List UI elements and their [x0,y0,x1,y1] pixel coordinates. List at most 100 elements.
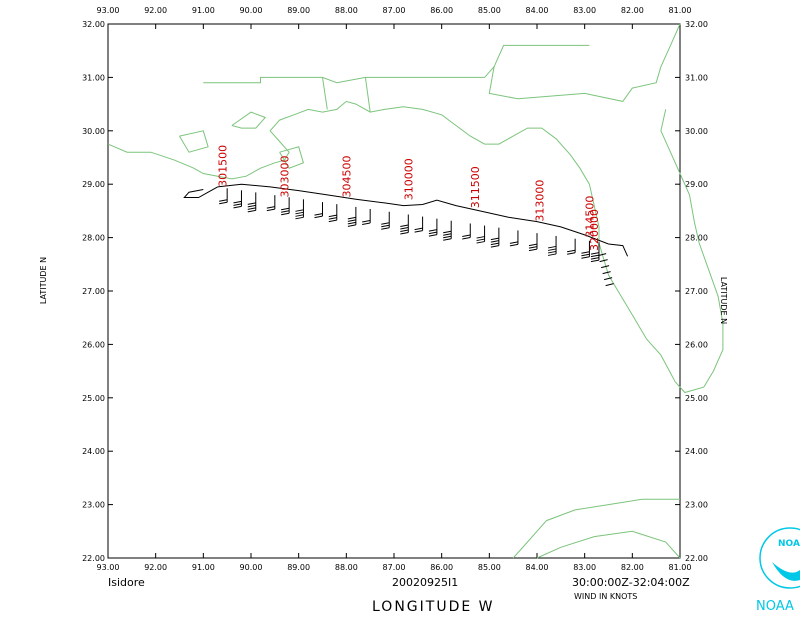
barb-flag [281,210,290,213]
map-frame [107,23,681,559]
barb-flag [581,256,590,259]
x-tick-label-bottom: 85.00 [478,563,501,572]
barb-flag [381,222,390,225]
barb-flag [247,202,256,205]
y-tick-label-left: 30.00 [82,127,105,136]
time-label: 320000 [588,209,601,251]
x-tick-label-top: 90.00 [240,6,263,15]
barb-flag [400,224,409,228]
noaa-logo-icon: NOAA [759,527,800,589]
barb-flag [233,205,242,209]
barb-flag [295,211,304,215]
x-axis-title: LONGITUDE W [372,599,495,615]
barb-flag [443,233,452,236]
coastline [107,23,724,559]
barb-flag [476,236,485,239]
y-tick-label-left: 29.00 [82,180,105,189]
barb-flag [328,217,337,220]
lake-line [231,111,267,129]
y-tick-label-left: 22.00 [82,554,105,563]
y-tick-label-right: 25.00 [685,394,708,403]
time-label: 310000 [402,158,415,200]
track-hook [183,186,218,198]
y-tick-label-left: 24.00 [82,447,105,456]
time-label: 314500 [583,196,596,238]
logo-bird [772,562,800,581]
barb-flag [400,229,409,233]
x-tick-label-top: 86.00 [430,6,453,15]
barb-flag [428,229,437,232]
barb-flag [362,219,371,223]
lake-line [279,146,305,169]
barb-flag [295,216,304,220]
coast-line [203,23,681,102]
y-axis-title-right: LATITUDE N [719,276,729,325]
x-tick-label-bottom: 84.00 [526,563,549,572]
barb-flag [266,208,275,212]
coast-line [364,77,371,113]
barb-flag [219,199,228,202]
x-tick-label-bottom: 86.00 [430,563,453,572]
barb-flag [428,231,437,235]
x-tick-label-bottom: 83.00 [573,563,596,572]
x-tick-label-bottom: 91.00 [192,563,215,572]
x-tick-label-bottom: 82.00 [621,563,644,572]
x-tick-label-top: 93.00 [97,6,120,15]
barb-flag [567,252,576,255]
y-tick-label-right: 24.00 [685,447,708,456]
y-axis-title-left: LATITUDE N [39,256,49,305]
y-tick-label-left: 28.00 [82,234,105,243]
barb-flag [547,253,557,256]
storm-id: 20020925I1 [392,576,459,589]
x-tick-label-top: 81.00 [669,6,692,15]
barb-flag [602,271,611,275]
y-tick-label-left: 32.00 [82,20,105,29]
coast-line [322,77,328,110]
storm-name: Isidore [108,576,145,589]
barb-flag [247,209,256,213]
barb-flag [581,251,590,254]
barb-flag [347,224,356,227]
barb-flag [219,201,228,205]
wind-barbs [219,188,614,287]
barb-flag [247,207,256,210]
barb-flag [599,259,608,263]
barb-flag [347,219,356,222]
barb-flag [590,252,600,255]
barb-flag [443,230,452,234]
barb-flag [362,222,371,225]
barb-flag [603,277,613,281]
y-tick-label-right: 26.00 [685,340,708,349]
barb-flag [490,242,499,246]
barb-flag [590,257,600,260]
x-tick-label-top: 83.00 [573,6,596,15]
barb-flag [381,227,390,230]
barb-flag [567,249,576,253]
x-tick-label-bottom: 87.00 [383,563,406,572]
track-line [217,183,629,257]
barb-flag [528,243,538,247]
barb-flag [347,216,356,220]
barb-flag [414,230,423,233]
noaa-text: NOAA [756,599,794,614]
time-range: 30:00:00Z-32:04:00Z [572,576,690,589]
y-tick-label-right: 31.00 [685,73,708,82]
y-tick-label-right: 23.00 [685,501,708,510]
tick-labels: 93.00 93.00 92.00 92.00 91.00 91.00 90.00 90.00… [82,6,708,572]
barb-flag [281,212,290,216]
x-tick-label-bottom: 88.00 [335,563,358,572]
barb-flag [490,237,499,241]
x-tick-label-top: 84.00 [526,6,549,15]
barb-flag [281,207,290,211]
tick-marks [107,23,681,559]
barb-flag [547,250,557,254]
y-tick-label-left: 25.00 [82,394,105,403]
x-tick-label-bottom: 93.00 [97,563,120,572]
y-tick-label-right: 29.00 [685,180,708,189]
x-tick-label-top: 91.00 [192,6,215,15]
y-tick-label-left: 31.00 [82,73,105,82]
y-tick-label-right: 30.00 [685,127,708,136]
barb-flag [443,238,452,241]
barb-flag [233,200,242,204]
